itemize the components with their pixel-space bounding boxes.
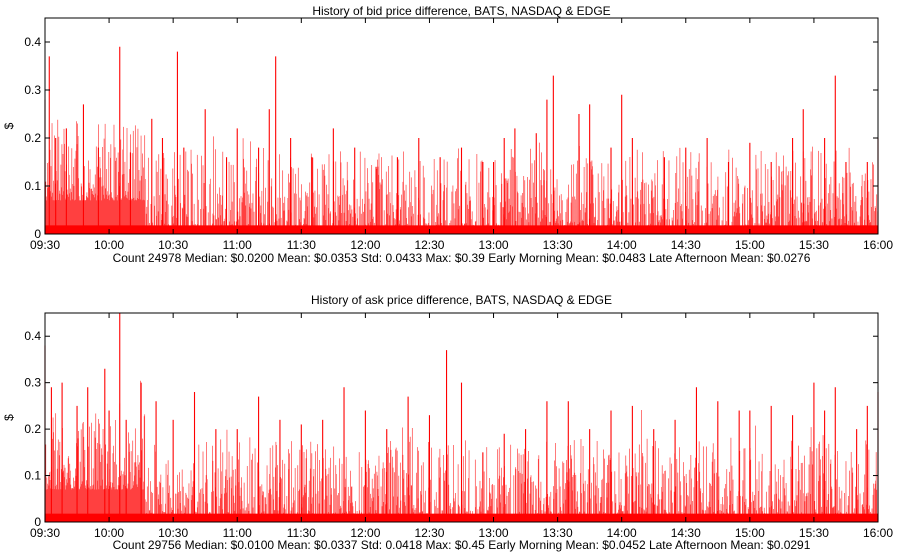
x-tick-label: 13:00 bbox=[479, 526, 509, 540]
bid-chart-summary: Count 24978 Median: $0.0200 Mean: $0.035… bbox=[112, 251, 811, 265]
y-tick-label: 0.1 bbox=[24, 469, 41, 483]
x-tick-label: 11:00 bbox=[223, 526, 252, 540]
x-tick-label: 09:30 bbox=[30, 526, 60, 540]
ask-chart-title: History of ask price difference, BATS, N… bbox=[311, 293, 612, 307]
axes-frame bbox=[44, 312, 879, 523]
ask-chart-plot: 0 0.1 0.2 0.3 0.4 09:30 10:00 10:30 11:00 11:30 12… bbox=[2, 312, 893, 540]
x-tick-label: 12:00 bbox=[350, 238, 380, 252]
x-tick-label: 10:00 bbox=[94, 238, 124, 252]
x-tick-label: 13:00 bbox=[479, 238, 509, 252]
x-tick-label: 15:00 bbox=[735, 526, 765, 540]
x-tick-label: 10:30 bbox=[158, 526, 188, 540]
x-tick-label: 15:30 bbox=[799, 238, 829, 252]
x-tick-label: 10:30 bbox=[158, 238, 188, 252]
bid-chart-panel: History of bid price difference, BATS, N… bbox=[2, 4, 893, 265]
x-tick-label: 14:00 bbox=[607, 526, 637, 540]
ask-chart-summary: Count 29756 Median: $0.0100 Mean: $0.033… bbox=[112, 538, 811, 552]
y-tick-label: 0.1 bbox=[24, 179, 41, 193]
ask-chart-panel: History of ask price difference, BATS, N… bbox=[0, 289, 897, 558]
y-tick-label: 0.4 bbox=[24, 329, 41, 343]
bid-chart-plot: 0 0.1 0.2 0.3 0.4 09:30 10:00 10:30 11:00 11:30 12… bbox=[2, 17, 893, 252]
y-tick-label: 0.3 bbox=[24, 83, 41, 97]
y-tick-label: 0.3 bbox=[24, 376, 41, 390]
y-tick-label: 0.2 bbox=[24, 131, 41, 145]
x-tick-label: 11:30 bbox=[287, 526, 316, 540]
x-tick-label: 15:00 bbox=[735, 238, 765, 252]
x-tick-label: 10:00 bbox=[94, 526, 124, 540]
x-tick-label: 14:30 bbox=[671, 238, 701, 252]
y-tick-label: 0.4 bbox=[24, 35, 41, 49]
x-tick-label: 14:30 bbox=[671, 526, 701, 540]
x-tick-label: 16:00 bbox=[863, 526, 893, 540]
x-tick-label: 12:00 bbox=[350, 526, 380, 540]
axes-frame bbox=[44, 17, 879, 235]
y-tick-label: 0.2 bbox=[24, 422, 41, 436]
x-tick-label: 13:30 bbox=[543, 238, 573, 252]
y-axis-label: $ bbox=[2, 414, 16, 421]
y-axis-label: $ bbox=[2, 122, 16, 129]
y-tick-label: 0 bbox=[34, 227, 41, 241]
y-tick-label: 0 bbox=[34, 515, 41, 529]
x-tick-label: 12:30 bbox=[414, 526, 444, 540]
x-tick-label: 11:30 bbox=[287, 238, 316, 252]
x-tick-label: 11:00 bbox=[223, 238, 252, 252]
x-tick-label: 16:00 bbox=[863, 238, 893, 252]
x-tick-label: 13:30 bbox=[543, 526, 573, 540]
x-tick-label: 12:30 bbox=[414, 238, 444, 252]
x-tick-label: 15:30 bbox=[799, 526, 829, 540]
x-tick-label: 09:30 bbox=[30, 238, 60, 252]
x-tick-label: 14:00 bbox=[607, 238, 637, 252]
bid-chart-title: History of bid price difference, BATS, N… bbox=[312, 4, 611, 18]
